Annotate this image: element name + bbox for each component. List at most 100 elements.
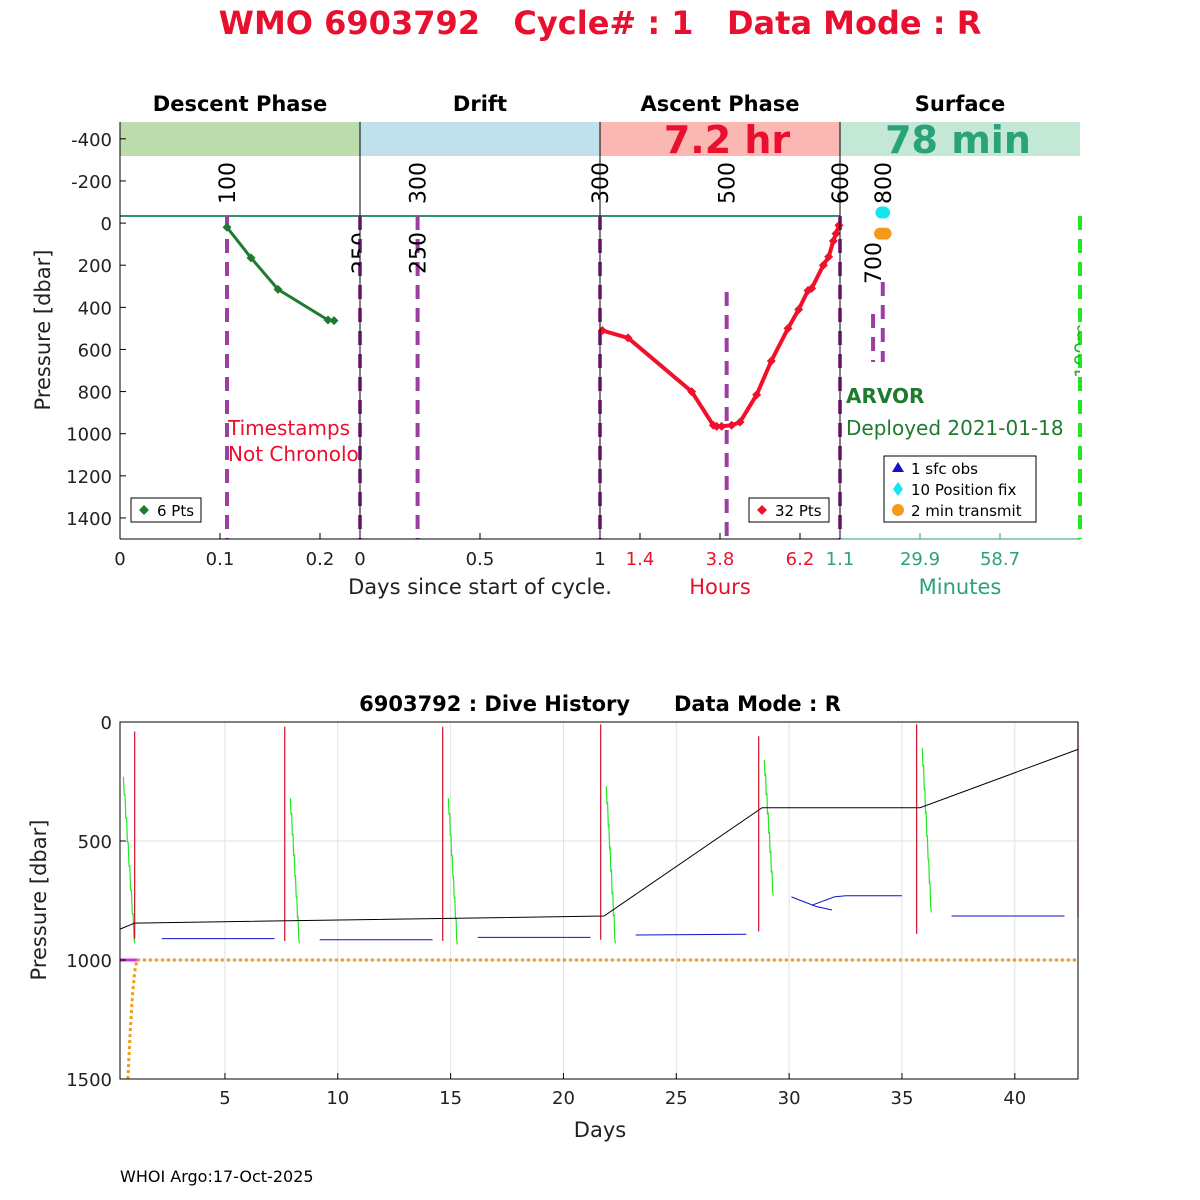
y-tick-label: 0 <box>101 214 112 235</box>
descent-trace <box>763 760 774 896</box>
x-tick-label: 1.1 <box>826 549 855 570</box>
x-tick-label: 15 <box>439 1088 462 1109</box>
x-tick-label: 0 <box>354 549 365 570</box>
descent-point <box>273 284 283 294</box>
ascent-point <box>735 417 745 427</box>
ascent-point <box>752 390 762 400</box>
y-tick-label: 0 <box>101 713 112 734</box>
transmit-icon <box>892 504 904 516</box>
surface-legend-item: 1 sfc obs <box>911 460 978 478</box>
ascent-point <box>727 420 737 430</box>
x-tick-label: 29.9 <box>900 549 940 570</box>
x-tick-label: 3.8 <box>706 549 735 570</box>
timestamp-warning-line2: Not Chronological <box>228 442 406 466</box>
ascent-point <box>766 356 776 366</box>
y-tick-label: 400 <box>78 298 112 319</box>
x-tick-label: 1.4 <box>626 549 655 570</box>
surface-legend-item: 2 min transmit <box>911 502 1022 520</box>
y-tick-label: -200 <box>71 172 112 193</box>
descent-point <box>246 253 256 263</box>
depth-marker-label: 300 <box>589 162 614 204</box>
x-axis-label-days: Days since start of cycle. <box>348 575 612 599</box>
ascent-duration: 7.2 hr <box>664 118 791 162</box>
descent-trace <box>921 748 932 913</box>
ascent-point <box>834 220 844 230</box>
ascent-point <box>712 421 722 431</box>
y-tick-label: 1000 <box>66 951 112 972</box>
descent-point <box>323 315 333 325</box>
footer-credit: WHOI Argo:17-Oct-2025 <box>120 1167 314 1186</box>
dive-history-xlabel: Days <box>574 1118 626 1142</box>
x-tick-label: 1 <box>594 549 605 570</box>
float-type-label: ARVOR <box>846 384 924 408</box>
dive-history-series <box>119 722 1079 1080</box>
timestamp-warning-line1: Timestamps <box>227 416 350 440</box>
ascent-point <box>807 283 817 293</box>
x-axis-label-hours: Hours <box>689 575 751 599</box>
phase-title-descent: Descent Phase <box>153 92 327 116</box>
ascent-point <box>794 304 804 314</box>
park-depth-line <box>119 748 1079 930</box>
surface-edge-label: 100m <box>1071 323 1093 378</box>
reference-descent-trace <box>126 959 139 1080</box>
x-tick-label: 10 <box>326 1088 349 1109</box>
dive-history-panel: 6903792 : Dive History Data Mode : R 5 10… <box>27 692 1079 1142</box>
y-tick-label: -400 <box>71 130 112 151</box>
y-tick-label: 200 <box>78 256 112 277</box>
dive-history-title: 6903792 : Dive History Data Mode : R <box>359 692 841 716</box>
descent-trace <box>289 798 300 944</box>
drift-segment <box>811 895 902 906</box>
surface-legend: 1 sfc obs 10 Position fix 2 min transmit <box>883 455 1037 523</box>
cycle-profile-panel: Descent Phase Drift Ascent Phase Surface… <box>31 92 1093 599</box>
drift-segment <box>791 896 833 911</box>
profile-series <box>222 206 892 431</box>
depth-marker-label: 500 <box>716 162 741 204</box>
ascent-point <box>828 236 838 246</box>
x-axis-label-minutes: Minutes <box>919 575 1002 599</box>
x-tick-label: 25 <box>665 1088 688 1109</box>
y-tick-label: 1200 <box>66 467 112 488</box>
descent-point <box>329 316 339 326</box>
x-tick-label: 0.5 <box>466 549 495 570</box>
deployed-label: Deployed 2021-01-18 <box>846 416 1064 440</box>
dive-history-ylabel: Pressure [dbar] <box>27 820 51 981</box>
dive-history-frame <box>119 721 1079 1080</box>
ascent-legend: 32 Pts <box>748 497 830 523</box>
x-tick-label: 5 <box>219 1088 230 1109</box>
drift-segment <box>635 933 747 936</box>
surface-band <box>840 122 1080 156</box>
position-fix-point <box>878 206 891 219</box>
ascent-point <box>717 421 727 431</box>
depth-marker-label: 250 <box>407 232 432 274</box>
y-tick-label: 1500 <box>66 1070 112 1091</box>
dive-history-axes: 5 10 15 20 25 30 35 40 0 500 1000 1500 <box>66 713 1026 1109</box>
descent-legend-text: 6 Pts <box>157 502 194 520</box>
descent-band <box>120 122 360 156</box>
dive-history-grid <box>120 721 1078 1080</box>
phase-title-drift: Drift <box>453 92 507 116</box>
x-tick-label: 0.1 <box>206 549 235 570</box>
depth-marker-label-clipped: 250 <box>349 232 374 274</box>
y-tick-label: 500 <box>78 832 112 853</box>
position-fix-icon <box>893 482 903 496</box>
y-tick-label: 800 <box>78 383 112 404</box>
ascent-point <box>824 252 834 262</box>
depth-marker-label: 300 <box>407 162 432 204</box>
sfc-obs-icon <box>892 462 904 472</box>
surface-legend-item: 10 Position fix <box>911 481 1016 499</box>
ascent-point <box>831 229 841 239</box>
x-tick-label: 6.2 <box>786 549 815 570</box>
descent-trace <box>605 786 616 944</box>
top-x-axis: 0 0.1 0.2 0 0.5 1 1.4 3.8 6.2 1.1 29.9 58.7 <box>114 533 1020 570</box>
top-y-axis: -400 -200 0 200 400 600 800 1000 1200 1400 <box>66 130 126 530</box>
x-tick-label: 0 <box>114 549 125 570</box>
depth-marker-label: 800 <box>872 162 897 204</box>
descent-line <box>225 226 335 323</box>
x-tick-label: 30 <box>778 1088 801 1109</box>
x-tick-label: 20 <box>552 1088 575 1109</box>
depth-marker-label: 600 <box>829 162 854 204</box>
ascent-point <box>783 323 793 333</box>
descent-trace <box>122 776 136 944</box>
ascent-point <box>687 387 697 397</box>
ascent-point <box>623 333 633 343</box>
